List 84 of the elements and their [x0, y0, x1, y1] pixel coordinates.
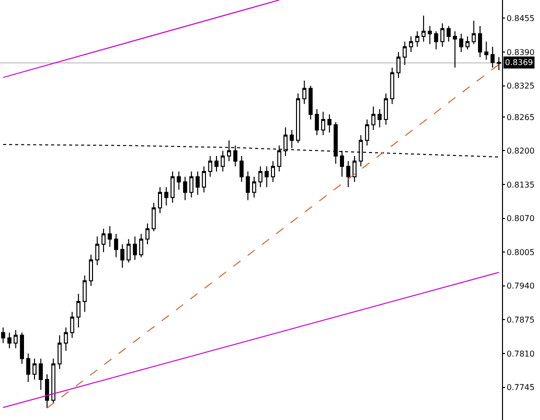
candlestick [465, 36, 470, 50]
candlestick [402, 41, 407, 66]
candlestick [108, 226, 112, 248]
candlestick [45, 374, 50, 409]
candlestick [76, 293, 80, 328]
candlestick [408, 36, 414, 52]
candlestick [145, 223, 150, 245]
candlestick [446, 25, 451, 42]
candlestick [114, 233, 118, 258]
candlestick [296, 93, 300, 144]
candlestick [20, 332, 24, 364]
candlestick [246, 171, 250, 201]
candlestick [270, 160, 275, 182]
candlestick [70, 311, 74, 338]
candlestick [58, 334, 62, 370]
y-tick-label: 0.8200 [506, 146, 535, 156]
candlestick [132, 236, 137, 260]
candlestick [258, 166, 262, 188]
candlestick [158, 186, 162, 214]
candlestick [95, 236, 100, 266]
y-tick-label: 0.7875 [506, 315, 535, 324]
candlestick [164, 186, 168, 206]
candlestick [321, 111, 326, 136]
candlestick [14, 330, 18, 349]
candlestick [422, 15, 426, 42]
y-tick-label: 0.8455 [506, 14, 535, 23]
candlestick [102, 228, 106, 253]
candlestick [264, 166, 269, 188]
candlestick [252, 176, 256, 198]
candlestick [452, 30, 457, 68]
candlestick [38, 358, 43, 390]
candlestick [82, 275, 87, 312]
y-tick-label: 0.8005 [506, 248, 535, 257]
candlestick [7, 332, 12, 349]
candlestick [51, 358, 56, 404]
candlestick [208, 155, 212, 178]
ref-line-label: 0.8369 [505, 58, 533, 67]
candlestick [327, 114, 332, 134]
candlestick [390, 67, 394, 104]
candlestick [396, 51, 400, 78]
y-tick-label: 0.8265 [506, 112, 535, 122]
candlestick [484, 41, 488, 60]
y-tick-label: 0.7745 [506, 383, 535, 392]
candlestick [378, 108, 382, 128]
candlestick [126, 238, 131, 263]
candlestick [64, 326, 68, 352]
candlestick [26, 352, 30, 383]
candlestick [302, 80, 306, 104]
candlestick [434, 30, 438, 50]
candlestick [440, 22, 444, 48]
candlestick [88, 254, 94, 286]
y-tick-label: 0.8325 [506, 82, 535, 91]
candlestick [220, 150, 225, 172]
candlestick [196, 171, 200, 196]
y-tick-label: 0.8135 [506, 180, 535, 190]
candlestick [202, 166, 206, 193]
candlestick [170, 171, 175, 204]
candlestick [428, 25, 432, 45]
candlestick [183, 176, 188, 201]
y-tick-label: 0.8390 [506, 48, 535, 57]
candlestick [415, 30, 420, 48]
candlestick [32, 358, 37, 380]
candlestick [352, 155, 357, 182]
candlestick [189, 171, 194, 198]
candlestick [152, 202, 156, 232]
candlestick [1, 326, 6, 344]
candlestick [365, 119, 370, 146]
candlestick [384, 93, 388, 126]
candlestick [314, 108, 319, 136]
y-tick-label: 0.7940 [506, 282, 535, 291]
candlestick [139, 233, 144, 258]
candlestick [308, 85, 313, 120]
candlestick [214, 155, 219, 172]
candlestick [478, 25, 482, 58]
candlestick [346, 160, 350, 188]
candlestick [472, 20, 476, 45]
y-tick-label: 0.7810 [506, 349, 535, 358]
candlestick [176, 171, 181, 190]
candlestick [371, 106, 376, 130]
candlestick [240, 155, 244, 182]
candlestick [120, 244, 124, 268]
candlestick [490, 46, 495, 68]
y-tick-label: 0.8070 [506, 214, 535, 224]
candlestick [459, 33, 464, 52]
